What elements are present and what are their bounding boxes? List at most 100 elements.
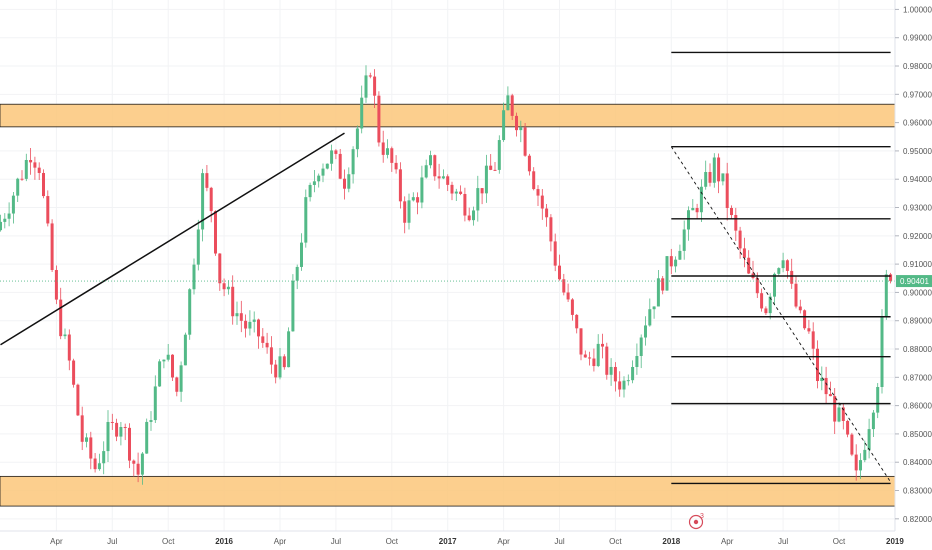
candle-body[interactable] [54, 269, 58, 300]
candle-body[interactable] [545, 208, 549, 218]
candle-body[interactable] [226, 286, 230, 290]
candle-body[interactable] [691, 208, 695, 211]
candle-body[interactable] [282, 356, 286, 368]
candle-body[interactable] [824, 377, 828, 395]
candle-body[interactable] [785, 260, 789, 271]
candle-body[interactable] [768, 296, 772, 314]
candle-body[interactable] [123, 427, 127, 429]
candle-body[interactable] [523, 127, 527, 156]
candle-body[interactable] [566, 292, 570, 300]
candle-body[interactable] [820, 377, 824, 382]
candle-body[interactable] [205, 173, 209, 188]
candle-body[interactable] [244, 320, 248, 329]
candle-body[interactable] [274, 364, 278, 378]
candle-body[interactable] [588, 357, 592, 359]
y-axis[interactable]: 1.00000 0.99000 0.98000 0.97000 0.96000 0.950… [895, 5, 932, 524]
candle-body[interactable] [338, 153, 342, 179]
candle-body[interactable] [196, 229, 200, 265]
candle-body[interactable] [24, 159, 28, 179]
candle-body[interactable] [467, 215, 471, 221]
candle-body[interactable] [592, 358, 596, 367]
candle-body[interactable] [721, 173, 725, 182]
candle-body[interactable] [652, 306, 656, 310]
candle-body[interactable] [497, 140, 501, 170]
candle-body[interactable] [742, 248, 746, 258]
candle-body[interactable] [841, 407, 845, 421]
candle-body[interactable] [828, 394, 832, 397]
candle-body[interactable] [46, 196, 50, 224]
candle-body[interactable] [773, 273, 776, 297]
candle-body[interactable] [437, 176, 441, 179]
upper-resistance-zone[interactable] [0, 103, 896, 128]
candle-body[interactable] [89, 437, 93, 459]
candle-body[interactable] [166, 354, 170, 360]
candle-body[interactable] [493, 169, 497, 171]
candle-body[interactable] [760, 293, 764, 309]
candle-body[interactable] [287, 331, 291, 368]
candle-body[interactable] [360, 97, 364, 129]
candle-body[interactable] [188, 289, 192, 335]
candle-body[interactable] [446, 176, 450, 185]
candle-body[interactable] [712, 157, 716, 183]
candle-body[interactable] [532, 171, 536, 190]
candle-body[interactable] [613, 366, 617, 382]
candle-body[interactable] [527, 155, 531, 172]
candle-body[interactable] [626, 380, 630, 382]
candle-body[interactable] [880, 316, 884, 387]
candle-body[interactable] [235, 313, 239, 317]
candle-body[interactable] [140, 453, 144, 475]
candle-body[interactable] [876, 386, 880, 413]
candle-body[interactable] [300, 242, 303, 267]
candle-body[interactable] [321, 168, 325, 176]
candle-body[interactable] [334, 150, 338, 154]
candle-body[interactable] [325, 163, 329, 169]
candle-body[interactable] [416, 197, 420, 203]
candle-body[interactable] [330, 150, 334, 164]
candle-body[interactable] [609, 366, 613, 375]
candle-body[interactable] [136, 463, 140, 475]
candle-body[interactable] [63, 334, 67, 337]
candle-body[interactable] [717, 157, 721, 182]
candle-body[interactable] [398, 169, 402, 202]
candle-body[interactable] [429, 155, 432, 166]
candle-body[interactable] [781, 260, 785, 269]
candle-body[interactable] [755, 278, 759, 294]
candle-body[interactable] [76, 384, 80, 416]
candle-body[interactable] [790, 270, 794, 284]
candle-body[interactable] [553, 241, 557, 266]
candle-body[interactable] [695, 208, 699, 213]
candle-body[interactable] [798, 306, 802, 311]
candle-body[interactable] [687, 210, 690, 230]
candle-body[interactable] [420, 177, 424, 203]
candle-body[interactable] [794, 283, 798, 307]
candle-body[interactable] [510, 95, 514, 116]
candle-body[interactable] [884, 274, 888, 317]
candle-body[interactable] [291, 280, 295, 332]
candle-body[interactable] [373, 76, 377, 96]
candle-body[interactable] [0, 221, 2, 231]
candle-body[interactable] [29, 159, 33, 163]
falling-trendline[interactable] [670, 146, 891, 483]
candle-body[interactable] [72, 360, 76, 385]
candle-body[interactable] [214, 211, 217, 254]
candle-body[interactable] [708, 172, 712, 183]
candle-body[interactable] [231, 286, 235, 317]
candle-body[interactable] [502, 110, 506, 141]
candles-layer[interactable] [0, 65, 893, 485]
candle-body[interactable] [394, 162, 398, 170]
candle-body[interactable] [153, 386, 157, 421]
candle-body[interactable] [656, 278, 660, 307]
candle-body[interactable] [480, 188, 484, 194]
candle-body[interactable] [549, 217, 553, 242]
candle-body[interactable] [871, 412, 875, 430]
candle-body[interactable] [351, 149, 355, 175]
candle-body[interactable] [596, 343, 600, 367]
candle-body[interactable] [583, 354, 587, 358]
candle-body[interactable] [665, 256, 669, 291]
candle-body[interactable] [269, 347, 273, 365]
candle-body[interactable] [837, 407, 841, 422]
candle-body[interactable] [16, 178, 20, 196]
candle-body[interactable] [704, 172, 708, 187]
candle-body[interactable] [183, 334, 187, 366]
